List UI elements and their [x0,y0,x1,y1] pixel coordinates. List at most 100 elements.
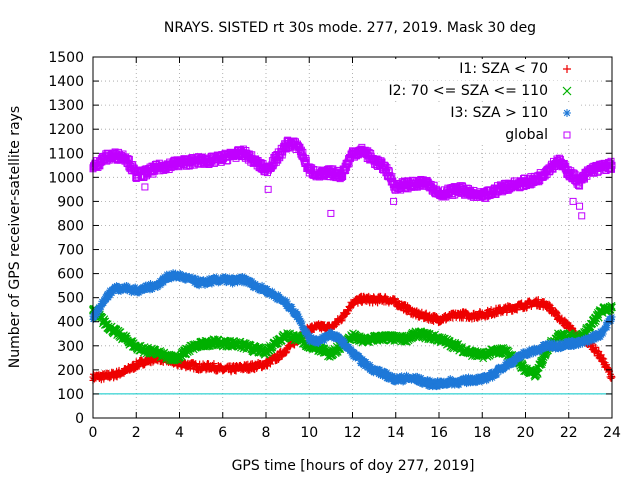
data-point [500,183,508,191]
data-point [367,363,375,371]
data-point [388,173,396,181]
data-point [284,140,292,148]
series-global [89,136,616,202]
data-point [467,312,475,320]
data-point [456,344,465,353]
data-point [435,190,443,198]
data-point [446,378,454,386]
data-point [186,276,194,284]
data-point [92,312,100,320]
data-point [316,337,324,345]
data-point [413,181,421,189]
data-point [597,306,606,315]
data-point [186,361,194,369]
data-point [186,158,194,166]
data-point [201,281,209,289]
data-point [445,339,454,348]
data-point [132,286,140,294]
data-point [578,212,586,220]
data-point [316,171,324,179]
data-point [111,152,119,160]
data-point [403,304,411,312]
data-point [522,178,529,186]
data-point [349,298,356,306]
data-point [417,374,425,382]
data-point [284,301,292,309]
data-point [532,176,540,184]
data-point [240,149,248,157]
data-point [251,158,259,166]
data-point [505,362,513,370]
data-point [362,358,370,366]
data-point [349,349,356,357]
data-point [230,277,238,285]
data-point [569,169,577,177]
data-point [186,344,195,353]
data-point [219,366,227,374]
data-point [413,375,421,383]
data-point [143,169,151,177]
data-point [143,284,151,292]
data-point [164,353,173,362]
data-point [435,380,443,388]
axes: 0 2 4 6 8 10 12 14 16 18 20 22 240100200300400500600… [48,50,621,441]
y-tick-label: 1400 [48,74,84,90]
data-point [111,284,119,292]
data-point [262,360,270,368]
data-point [218,339,227,348]
data-point [586,322,595,331]
x-tick-label: 14 [387,425,405,441]
data-point [565,169,573,177]
data-point [413,311,421,319]
data-point [121,284,129,292]
plot-area [89,136,616,391]
data-point [464,373,472,381]
x-tick-label: 18 [473,425,491,441]
data-point [435,334,443,343]
data-point [478,311,486,319]
data-point [539,355,548,364]
data-point [100,154,108,162]
legend-background [378,103,578,123]
data-point [511,356,519,364]
data-point [197,363,205,371]
data-point [105,294,113,302]
legend-label: I2: 70 <= SZA <= 110 [388,83,548,99]
data-point [576,339,584,347]
data-point [376,370,384,378]
data-point [143,346,151,355]
legend: I1: SZA < 70 I2: 70 <= SZA <= 110 I3: SZA … [378,59,578,145]
data-point [603,324,611,332]
data-point [377,372,385,380]
data-point [175,352,184,361]
data-point [390,197,398,205]
x-tick-label: 6 [218,425,227,441]
data-point [597,354,605,362]
data-point [345,343,353,351]
data-point [294,334,303,343]
data-point [381,164,389,172]
data-point [478,193,486,201]
data-point [533,368,542,377]
data-point [219,276,227,284]
x-tick-label: 4 [175,425,184,441]
data-point [532,347,540,355]
data-point [132,361,140,369]
data-point [305,166,313,174]
data-point [424,313,432,321]
data-point [576,178,584,186]
data-point [165,272,173,280]
data-point [478,375,486,383]
data-point [524,352,532,360]
data-point [424,379,432,387]
data-point [511,181,519,189]
data-point [338,171,346,179]
data-point [240,341,249,350]
data-point [327,209,335,217]
data-point [294,313,302,321]
data-point [327,169,335,177]
data-point [381,333,389,342]
data-point [264,185,272,193]
data-point [586,166,594,174]
data-point [489,188,497,196]
